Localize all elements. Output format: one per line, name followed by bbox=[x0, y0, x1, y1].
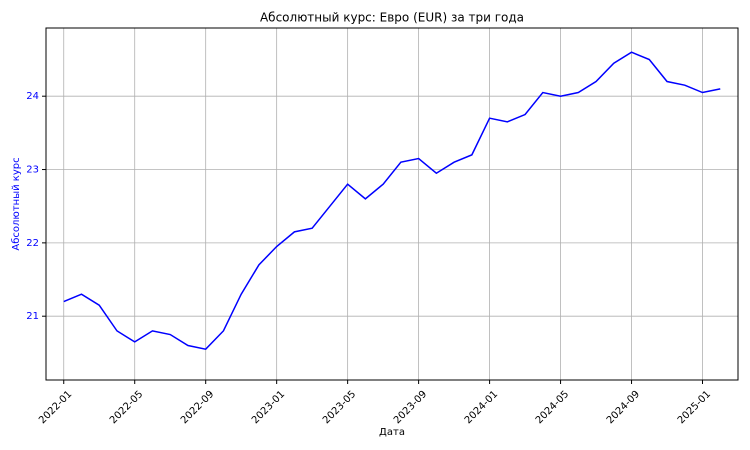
y-tick-label: 21 bbox=[26, 311, 39, 322]
y-axis-label: Абсолютный курс bbox=[11, 157, 22, 250]
y-tick-label: 22 bbox=[26, 238, 39, 249]
x-axis-label: Дата bbox=[379, 427, 405, 438]
y-tick-label: 23 bbox=[26, 165, 39, 176]
plot-frame bbox=[45, 27, 739, 381]
data-line bbox=[63, 51, 721, 351]
chart-title: Абсолютный курс: Евро (EUR) за три года bbox=[260, 11, 524, 25]
y-tick-label: 24 bbox=[26, 91, 39, 102]
